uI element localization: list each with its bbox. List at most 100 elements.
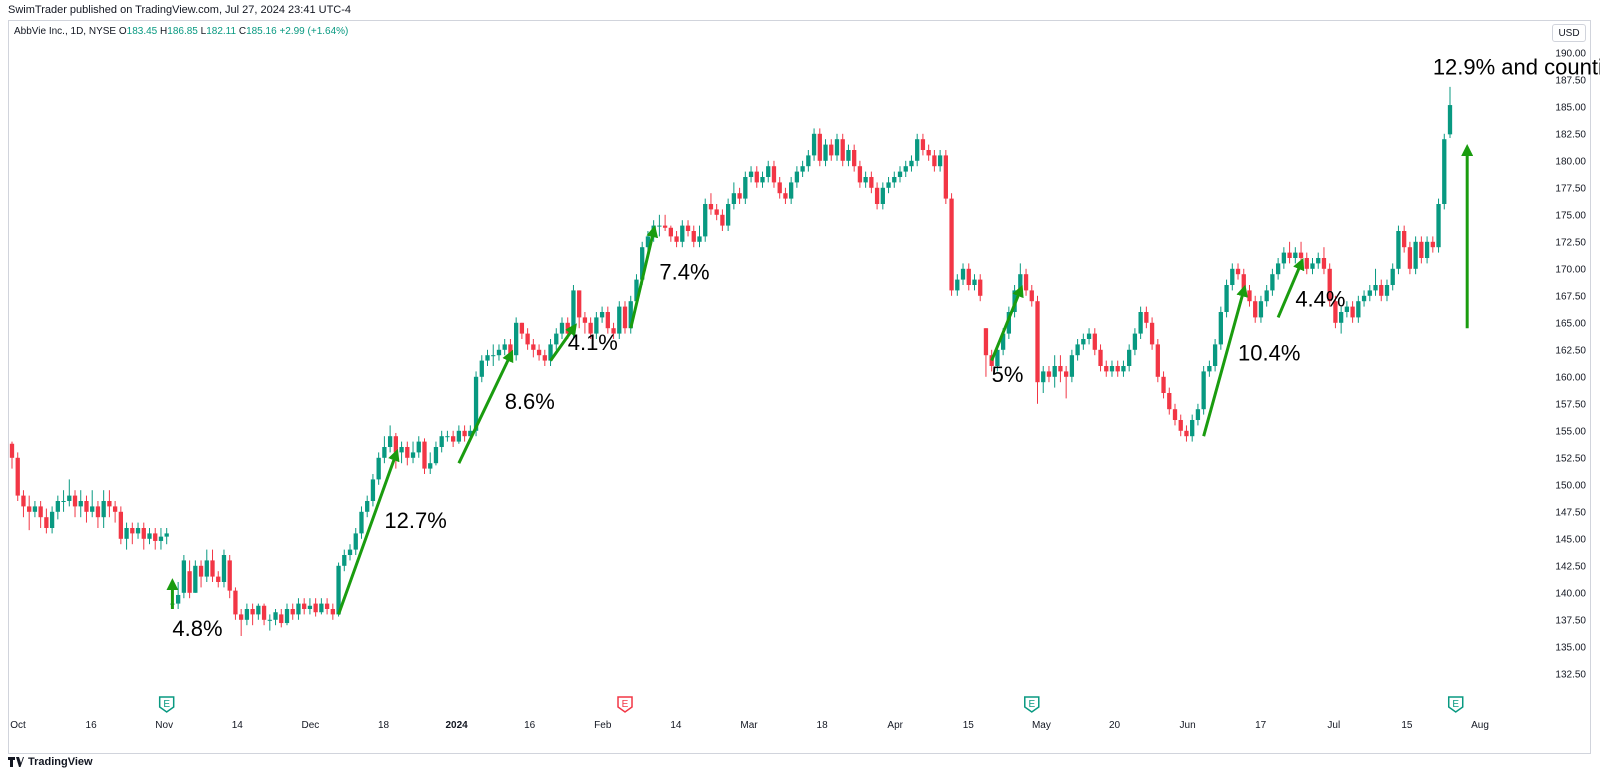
- candle-body: [514, 322, 519, 356]
- candle-body: [668, 227, 673, 237]
- candle-body: [468, 430, 473, 437]
- candle-body: [1184, 430, 1189, 437]
- candle-body: [1041, 371, 1046, 383]
- candle-body: [554, 333, 559, 345]
- candle-body: [38, 506, 43, 518]
- candle-body: [852, 150, 857, 167]
- candle-body: [1149, 322, 1155, 345]
- high-value: 186.85: [167, 26, 198, 37]
- candle-body: [1264, 290, 1269, 302]
- candle-body: [588, 322, 593, 334]
- candle-body: [777, 182, 782, 194]
- candle-body: [153, 533, 158, 541]
- candle-body: [78, 501, 83, 507]
- candle-body: [1064, 371, 1069, 377]
- candle-body: [548, 344, 553, 361]
- candle-body: [1069, 355, 1075, 377]
- footer-branding: TradingView: [8, 756, 93, 768]
- candle-body: [995, 349, 1000, 366]
- candle-body: [67, 495, 72, 501]
- candle-body: [1086, 333, 1092, 339]
- candle-body: [130, 528, 135, 534]
- candle-body: [32, 506, 38, 512]
- candle-body: [817, 133, 822, 161]
- candle-body: [90, 506, 95, 512]
- candle-body: [1075, 344, 1080, 356]
- growth-arrow: [990, 284, 1024, 362]
- candle-body: [1361, 295, 1367, 302]
- candle-body: [932, 155, 937, 167]
- candle-body: [1424, 241, 1430, 258]
- candle-body: [983, 328, 989, 356]
- x-tick-label: 18: [378, 720, 390, 731]
- candle-body: [27, 506, 32, 512]
- y-tick-label: 167.50: [1555, 291, 1586, 302]
- candle-body: [1121, 366, 1126, 372]
- candles-layer: [9, 86, 1453, 636]
- candle-body: [1172, 409, 1178, 420]
- candle-body: [800, 166, 805, 172]
- x-tick-label: Mar: [740, 720, 758, 731]
- candle-body: [164, 533, 169, 537]
- symbol-name[interactable]: AbbVie Inc., 1D, NYSE: [14, 26, 117, 37]
- candle-body: [55, 501, 60, 512]
- candle-body: [1293, 252, 1298, 258]
- y-tick-label: 155.00: [1555, 426, 1586, 437]
- change-value: +2.99 (+1.64%): [279, 26, 349, 37]
- candle-body: [531, 344, 536, 350]
- y-tick-label: 137.50: [1555, 615, 1586, 626]
- candle-body: [193, 565, 198, 593]
- candle-body: [1218, 312, 1223, 345]
- growth-label: 12.7%: [384, 508, 446, 533]
- x-tick-label: 17: [1255, 720, 1267, 731]
- candle-body: [737, 193, 742, 199]
- earnings-marker: E: [1447, 696, 1464, 713]
- candle-body: [221, 555, 227, 582]
- candle-body: [1275, 263, 1281, 275]
- earnings-icon: [617, 696, 633, 713]
- y-tick-label: 150.00: [1555, 480, 1586, 491]
- earnings-letter: E: [163, 699, 170, 710]
- candle-body: [863, 177, 868, 183]
- candle-body: [880, 187, 885, 204]
- candle-body: [313, 603, 318, 613]
- candle-body: [250, 609, 255, 615]
- open-label: O: [118, 26, 127, 37]
- candle-body: [949, 198, 954, 291]
- candle-body: [823, 144, 828, 161]
- candle-body: [594, 317, 599, 334]
- candle-body: [118, 511, 124, 539]
- symbol-legend: AbbVie Inc., 1D, NYSE O183.45 H186.85 L1…: [14, 26, 348, 37]
- earnings-marker: E: [158, 696, 175, 713]
- candle-body: [829, 144, 834, 156]
- x-tick-label: Dec: [302, 720, 320, 731]
- candle-body: [937, 155, 943, 167]
- candle-body: [903, 166, 908, 172]
- candle-body: [542, 355, 547, 361]
- candle-body: [135, 528, 141, 534]
- candle-body: [617, 306, 622, 334]
- candle-body: [760, 177, 765, 183]
- candle-body: [771, 166, 777, 183]
- candle-body: [382, 447, 387, 458]
- time-axis: Oct 16 Nov 14 Dec 18 2024 16 Feb 14 Mar 18 Apr 15 May 2…: [10, 720, 1489, 731]
- candle-body: [15, 457, 20, 496]
- candle-body: [44, 517, 49, 528]
- earnings-icon: [158, 696, 175, 713]
- candle-body: [433, 447, 439, 464]
- candle-body: [261, 605, 267, 620]
- x-tick-label: 2024: [445, 720, 468, 731]
- candle-body: [926, 150, 931, 156]
- candle-body: [714, 209, 719, 215]
- candle-body: [370, 479, 376, 501]
- candle-body: [456, 430, 462, 442]
- candle-body: [943, 155, 948, 199]
- currency-button[interactable]: USD: [1552, 24, 1586, 42]
- y-tick-label: 190.00: [1555, 48, 1586, 59]
- candle-body: [462, 430, 467, 437]
- candle-body: [1018, 274, 1023, 291]
- x-tick-label: 14: [670, 720, 682, 731]
- candle-body: [1350, 306, 1355, 318]
- candle-body: [1190, 420, 1195, 437]
